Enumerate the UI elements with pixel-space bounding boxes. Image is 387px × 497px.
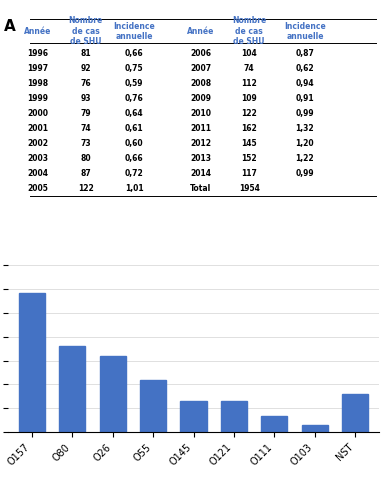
Bar [301, 425, 328, 432]
Text: 1,01: 1,01 [125, 184, 143, 193]
Text: 93: 93 [80, 94, 91, 103]
Text: 0,94: 0,94 [296, 79, 314, 88]
Bar [19, 293, 45, 432]
Text: 1997: 1997 [27, 64, 48, 73]
Text: 2008: 2008 [190, 79, 211, 88]
Bar [140, 380, 166, 432]
Text: 2003: 2003 [27, 154, 48, 163]
Text: 109: 109 [241, 94, 257, 103]
Text: 2002: 2002 [27, 139, 48, 148]
Text: 162: 162 [241, 124, 257, 133]
Text: 117: 117 [241, 169, 257, 178]
Text: 0,99: 0,99 [296, 169, 314, 178]
Text: 79: 79 [80, 109, 91, 118]
Text: 2000: 2000 [27, 109, 48, 118]
Text: 122: 122 [241, 109, 257, 118]
Text: 2009: 2009 [190, 94, 211, 103]
Text: Incidence
annuelle: Incidence annuelle [284, 21, 326, 41]
Text: 76: 76 [80, 79, 91, 88]
Text: 2013: 2013 [190, 154, 211, 163]
Text: 0,64: 0,64 [125, 109, 143, 118]
Bar [342, 394, 368, 432]
Text: 112: 112 [241, 79, 257, 88]
Text: 1998: 1998 [27, 79, 48, 88]
Text: 2007: 2007 [190, 64, 211, 73]
Text: 2012: 2012 [190, 139, 211, 148]
Text: 104: 104 [241, 49, 257, 58]
Text: 1999: 1999 [27, 94, 48, 103]
Text: 145: 145 [241, 139, 257, 148]
Text: Nombre
de cas
de SHU: Nombre de cas de SHU [232, 16, 266, 46]
Text: 0,66: 0,66 [125, 154, 143, 163]
Bar [180, 401, 207, 432]
Text: A: A [4, 19, 16, 34]
Text: 0,91: 0,91 [296, 94, 314, 103]
Text: 74: 74 [80, 124, 91, 133]
Text: 87: 87 [80, 169, 91, 178]
Text: 73: 73 [80, 139, 91, 148]
Text: 1,32: 1,32 [296, 124, 314, 133]
Text: 74: 74 [244, 64, 255, 73]
Text: 1,22: 1,22 [296, 154, 314, 163]
Text: 0,87: 0,87 [296, 49, 314, 58]
Text: 0,99: 0,99 [296, 109, 314, 118]
Text: 2011: 2011 [190, 124, 211, 133]
Text: 2006: 2006 [190, 49, 211, 58]
Text: 80: 80 [80, 154, 91, 163]
Text: 0,72: 0,72 [125, 169, 144, 178]
Text: 1996: 1996 [27, 49, 48, 58]
Text: 2010: 2010 [190, 109, 211, 118]
Bar [221, 401, 247, 432]
Text: Année: Année [24, 27, 51, 36]
Text: 152: 152 [241, 154, 257, 163]
Text: Année: Année [187, 27, 215, 36]
Text: 0,75: 0,75 [125, 64, 143, 73]
Text: 81: 81 [80, 49, 91, 58]
Text: 1954: 1954 [239, 184, 260, 193]
Text: Incidence
annuelle: Incidence annuelle [113, 21, 155, 41]
Text: 0,59: 0,59 [125, 79, 143, 88]
Text: 2004: 2004 [27, 169, 48, 178]
Bar [261, 415, 288, 432]
Text: Nombre
de cas
de SHU: Nombre de cas de SHU [68, 16, 103, 46]
Bar [59, 346, 86, 432]
Text: 0,76: 0,76 [125, 94, 144, 103]
Text: 2014: 2014 [190, 169, 211, 178]
Text: 1,20: 1,20 [296, 139, 314, 148]
Text: 0,60: 0,60 [125, 139, 143, 148]
Text: Total: Total [190, 184, 212, 193]
Text: 92: 92 [80, 64, 91, 73]
Text: 2001: 2001 [27, 124, 48, 133]
Text: 0,61: 0,61 [125, 124, 143, 133]
Bar [99, 356, 126, 432]
Text: 122: 122 [78, 184, 94, 193]
Text: 2005: 2005 [27, 184, 48, 193]
Text: 0,62: 0,62 [296, 64, 314, 73]
Text: 0,66: 0,66 [125, 49, 143, 58]
